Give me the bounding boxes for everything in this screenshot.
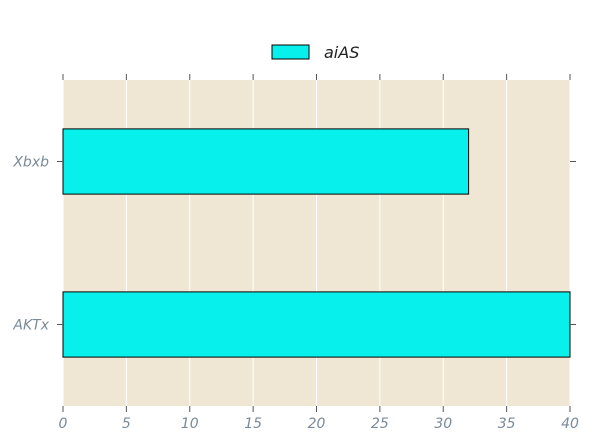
y-tick-label: Xbxb: [12, 155, 49, 171]
x-tick-label: 20: [308, 416, 326, 432]
x-tick-label: 30: [434, 416, 452, 432]
x-tick-label: 5: [122, 416, 131, 432]
axis-ticks: [57, 74, 576, 412]
x-tick-label: 0: [59, 416, 68, 432]
legend-label: aiAS: [324, 43, 359, 62]
x-tick-label: 15: [244, 416, 262, 432]
bar-aktx: [62, 291, 571, 358]
bar-xbxb: [62, 128, 470, 195]
x-tick-label: 35: [498, 416, 516, 432]
y-tick-labels: AKTx Xbxb: [12, 155, 49, 334]
x-tick-label: 25: [371, 416, 389, 432]
bars: [62, 128, 571, 358]
legend: aiAS: [271, 43, 359, 62]
x-tick-labels: 0 5 10 15 20 25 30 35 40: [59, 416, 579, 432]
legend-swatch: [271, 44, 310, 60]
x-tick-label: 10: [181, 416, 199, 432]
y-tick-label: AKTx: [12, 318, 49, 334]
x-tick-label: 40: [561, 416, 579, 432]
